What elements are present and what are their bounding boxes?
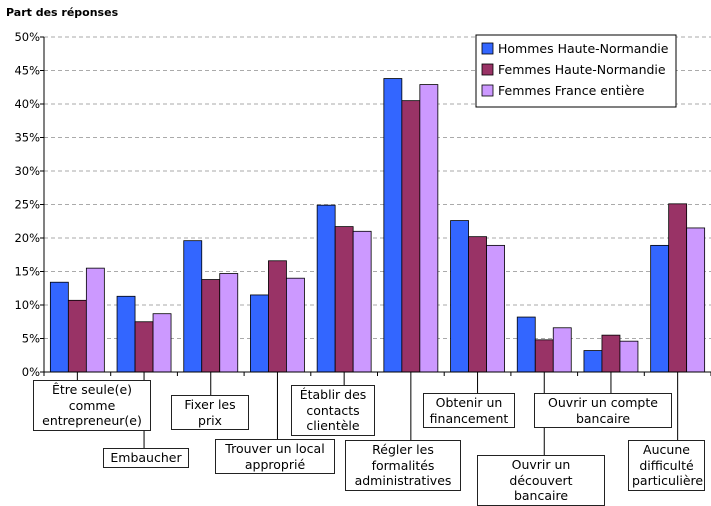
- bar-3-4: [286, 277, 305, 373]
- category-label-4: Établir des contacts clientèle: [291, 385, 375, 436]
- bar-1-9: [583, 350, 603, 373]
- y-tick-label: 25%: [14, 198, 40, 212]
- bar-2-4: [268, 260, 287, 373]
- legend-swatch: [481, 84, 494, 97]
- bar-3-6: [419, 84, 439, 373]
- y-tick-label: 50%: [14, 30, 40, 44]
- category-label-3: Trouver un local approprié: [215, 439, 335, 474]
- legend-label: Femmes Haute-Normandie: [498, 62, 666, 77]
- bars: [49, 78, 706, 373]
- bar-2-3: [201, 279, 221, 373]
- y-tick-label: 40%: [14, 97, 40, 111]
- y-tick-label: 20%: [14, 231, 40, 245]
- bar-2-6: [401, 100, 421, 373]
- y-axis-label: Part des réponses: [6, 6, 119, 19]
- bar-2-1: [67, 299, 87, 373]
- bar-2-7: [468, 236, 487, 373]
- bar-1-3: [183, 240, 203, 373]
- bar-3-5: [352, 230, 372, 373]
- bar-3-3: [219, 273, 239, 373]
- bar-2-5: [334, 226, 354, 373]
- category-label-5: Régler les formalités administratives: [345, 440, 461, 491]
- category-label-1: Embaucher: [103, 448, 189, 468]
- y-tick-label: 30%: [14, 164, 40, 178]
- bar-2-2: [134, 321, 154, 373]
- bar-1-7: [450, 220, 469, 373]
- category-label-0: Être seule(e) comme entrepreneur(e): [33, 380, 151, 431]
- y-tick-label: 15%: [14, 265, 40, 279]
- legend-label: Femmes France entière: [498, 83, 645, 98]
- bar-2-10: [668, 203, 688, 373]
- legend-swatch: [481, 63, 494, 76]
- bar-1-8: [516, 316, 536, 373]
- category-label-6: Obtenir un financement: [423, 393, 515, 428]
- legend-label: Hommes Haute-Normandie: [498, 41, 669, 56]
- y-tick-label: 10%: [14, 298, 40, 312]
- bar-1-1: [49, 281, 69, 373]
- legend-swatch: [481, 42, 494, 55]
- bar-3-10: [686, 227, 706, 373]
- category-label-8: Ouvrir un compte bancaire: [534, 393, 672, 428]
- bar-1-6: [383, 78, 403, 373]
- bar-1-4: [250, 294, 269, 373]
- bar-3-2: [152, 313, 172, 373]
- bar-2-8: [534, 339, 554, 373]
- y-tick-label: 45%: [14, 64, 40, 78]
- y-tick-label: 0%: [22, 365, 40, 379]
- bar-1-5: [316, 204, 336, 373]
- bar-1-10: [650, 244, 670, 373]
- bar-2-9: [601, 334, 621, 373]
- category-label-7: Ouvrir un découvert bancaire: [477, 455, 605, 506]
- y-tick-label: 35%: [14, 131, 40, 145]
- bar-3-1: [85, 267, 105, 373]
- legend-box: [475, 34, 677, 108]
- y-tick-label: 5%: [22, 332, 40, 346]
- bar-3-9: [619, 340, 639, 373]
- bar-3-8: [552, 327, 572, 373]
- bar-3-7: [486, 244, 505, 373]
- legend: Hommes Haute-Normandie Femmes Haute-Norma…: [475, 34, 677, 108]
- bar-1-2: [116, 295, 136, 373]
- y-tick-labels: 0% 5% 10% 15% 20% 25% 30% 35% 40% 45% 50%: [14, 30, 40, 379]
- category-label-2: Fixer les prix: [171, 395, 249, 430]
- category-label-9: Aucune difficulté particulière: [628, 440, 705, 491]
